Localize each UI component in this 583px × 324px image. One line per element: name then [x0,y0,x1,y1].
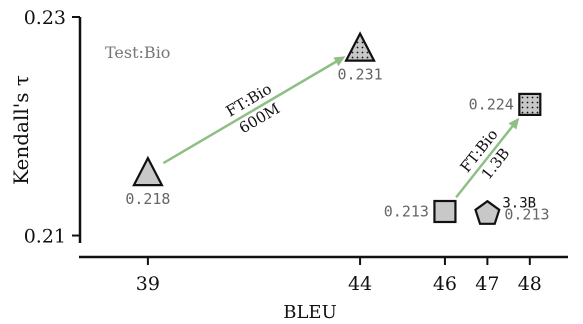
model-size-label: 3.3B [502,196,536,212]
axis-ticks: 0.21 0.23 39 44 46 47 48 [24,7,542,295]
triangle-marker [344,31,376,62]
arrow-line [162,59,340,165]
y-tick-label: 0.21 [24,226,66,248]
x-tick-label: 39 [136,273,160,295]
value-label: 0.224 [469,95,514,113]
inner-title: Test:Bio [105,43,170,62]
x-tick-label: 47 [475,273,499,295]
x-axis-label: BLEU [283,302,337,323]
square-marker [433,199,457,224]
markers [132,31,542,225]
x-tick-label: 46 [433,273,457,295]
x-tick-label: 48 [518,273,542,295]
pentagon-marker [474,199,501,225]
value-label: 0.213 [384,202,429,220]
square-marker [518,92,542,117]
value-label: 0.218 [125,190,170,208]
arrow-head [333,56,346,67]
value-label: 0.213 [504,206,549,224]
y-axis-label: Kendall's τ [9,75,33,185]
arrow-head [508,117,520,130]
x-tick-label: 44 [348,273,372,295]
triangle-marker [132,155,164,187]
y-tick-label: 0.23 [24,7,66,29]
arrow-line [455,123,516,199]
value-label: 0.231 [337,66,382,84]
